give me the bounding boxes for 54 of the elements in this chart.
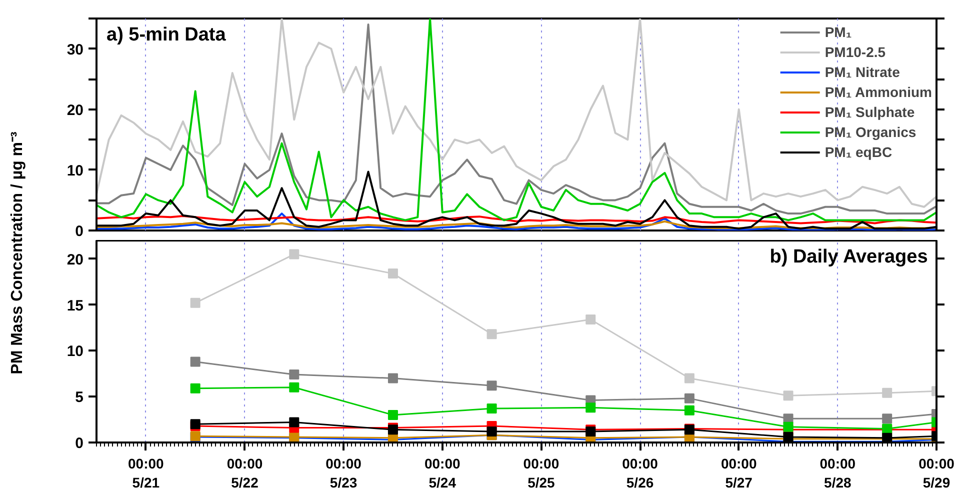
point — [190, 298, 200, 308]
point — [783, 422, 794, 432]
legend-label: PM10-2.5 — [824, 44, 886, 60]
point — [388, 410, 398, 420]
chart-title: b) Daily Averages — [770, 246, 928, 268]
chart-title: a) 5-min Data — [106, 24, 226, 46]
point — [586, 402, 596, 413]
y-tick-label: 20 — [66, 251, 84, 268]
line-series — [96, 214, 936, 224]
legend-label: PM₁ Sulphate — [824, 104, 915, 120]
point — [190, 356, 200, 367]
y-tick-label: 0 — [75, 435, 84, 452]
point — [289, 382, 300, 392]
point — [882, 414, 892, 424]
point — [190, 383, 200, 394]
point — [486, 380, 497, 391]
y-tick-label: 30 — [66, 41, 84, 58]
y-tick-label: 0 — [75, 223, 84, 240]
y-tick-label: 10 — [66, 162, 84, 180]
point — [289, 370, 300, 380]
point — [684, 405, 694, 416]
x-tick-label: 00:00 5/26 — [622, 456, 658, 491]
line-series — [96, 220, 936, 230]
y-tick-label: 15 — [66, 297, 84, 314]
x-tick-label: 00:00 5/22 — [226, 456, 263, 491]
point — [486, 329, 497, 340]
y-tick-label: 10 — [66, 343, 84, 360]
point — [486, 404, 497, 414]
y-tick-label: 20 — [66, 102, 84, 119]
x-tick-label: 00:00 5/25 — [523, 456, 560, 491]
y-axis-title: PM Mass Concentration / µg m⁻³ — [8, 132, 27, 374]
legend-label: PM₁ eqBC — [824, 144, 892, 160]
legend-label: PM₁ — [824, 24, 852, 40]
x-tick-label: 00:00 5/28 — [820, 456, 856, 491]
x-tick-label: 00:00 5/27 — [720, 456, 757, 491]
line-series — [96, 212, 936, 230]
x-tick-label: 00:00 5/21 — [128, 456, 164, 491]
point — [388, 373, 398, 384]
point — [586, 314, 596, 324]
point — [684, 393, 694, 404]
legend-label: PM₁ Ammonium — [824, 84, 932, 100]
point — [388, 268, 398, 279]
point — [882, 388, 892, 398]
legend-label: PM₁ Nitrate — [824, 64, 900, 80]
x-tick-label: 00:00 5/24 — [424, 456, 460, 491]
x-tick-label: 00:00 5/29 — [918, 456, 955, 491]
point — [289, 249, 300, 260]
legend-label: PM₁ Organics — [824, 124, 916, 140]
point — [486, 426, 497, 436]
point — [289, 417, 300, 428]
y-tick-label: 5 — [75, 389, 84, 406]
point — [783, 390, 794, 401]
point — [684, 373, 694, 384]
x-tick-label: 00:00 5/23 — [326, 456, 362, 491]
